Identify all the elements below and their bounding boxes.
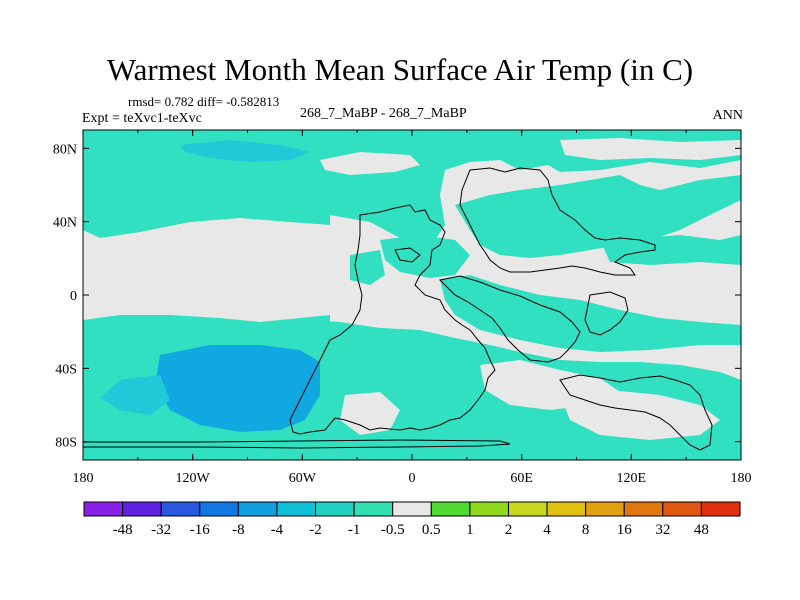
colorbar-labels: -48 -32 -16 -8 -4 -2 -1 -0.5 0.5 1 2 4 8 16 32 48 (113, 522, 709, 538)
lon-label: 120W (176, 471, 211, 486)
colorbar-label: 16 (617, 522, 633, 538)
colorbar-label: -4 (271, 522, 284, 538)
colorbar (83, 501, 741, 517)
lat-label: 80N (53, 142, 77, 157)
strong-anomaly-south-pacific (155, 345, 320, 432)
outline-island-north (394, 247, 421, 263)
colorbar-swatch (276, 501, 317, 517)
outline-eurasia (459, 167, 656, 276)
anomaly-pacific-south (83, 315, 330, 345)
rmsd-diff-stats: rmsd= 0.782 diff= -0.582813 (128, 94, 280, 109)
colorbar-label: 1 (466, 522, 474, 538)
strong-anomaly-north (180, 140, 310, 162)
lon-label: 180 (731, 471, 752, 486)
colorbar-label: -16 (190, 522, 210, 538)
anomaly-east-tropics (350, 250, 385, 285)
colorbar-label: 32 (655, 522, 670, 538)
colorbar-swatch (199, 501, 239, 517)
center-label: 268_7_MaBP - 268_7_MaBP (300, 106, 467, 121)
lat-label: 80S (55, 436, 77, 451)
lon-label: 180 (73, 471, 94, 486)
colorbar-swatch (353, 501, 394, 517)
lon-label: 60E (510, 471, 533, 486)
neutral-arctic (320, 152, 420, 175)
outline-america (289, 204, 496, 435)
colorbar-swatch (623, 501, 664, 517)
colorbar-swatch (546, 501, 587, 517)
anomaly-asia (600, 235, 741, 265)
colorbar-label: 48 (694, 522, 709, 538)
colorbar-swatch (83, 501, 124, 517)
latitude-labels: 80N 40N 0 40S 80S (53, 142, 77, 450)
colorbar-swatch (392, 501, 432, 517)
longitude-labels: 180 120W 60W 0 60E 120E 180 (73, 471, 752, 486)
lat-label: 40S (55, 362, 77, 377)
colorbar-swatch (507, 501, 548, 517)
outline-southeast-asia (584, 291, 629, 336)
neutral-australia (560, 390, 720, 440)
colorbar-swatch (469, 501, 509, 517)
colorbar-label: 8 (582, 522, 590, 538)
colorbar-swatch (122, 501, 162, 517)
lat-label: 0 (70, 289, 77, 304)
colorbar-label: -8 (232, 522, 245, 538)
neutral-west-pacific (83, 232, 340, 305)
colorbar-swatch (662, 501, 702, 517)
strong-anomaly-fields (100, 140, 320, 432)
colorbar-swatch (237, 501, 278, 517)
neutral-south-atlantic (340, 392, 400, 435)
map-plot: 180 120W 60W 0 60E 120E 180 80N 40N 0 40S 80S (53, 129, 752, 486)
colorbar-swatch (700, 501, 741, 517)
colorbar-label: -48 (113, 522, 133, 538)
lon-label: 60W (289, 471, 317, 486)
anomaly-atlantic (380, 235, 470, 278)
lat-label: 40N (53, 216, 77, 231)
colorbar-swatch (160, 501, 201, 517)
outline-africa (438, 275, 581, 363)
colorbar-swatch (315, 501, 355, 517)
colorbar-swatch (430, 501, 471, 517)
colorbar-label: 0.5 (422, 522, 441, 538)
colorbar-label: -2 (309, 522, 322, 538)
outline-antarctica (83, 439, 511, 449)
colorbar-label: -1 (348, 522, 361, 538)
anomaly-north-band-lower (83, 175, 330, 238)
colorbar-label: 2 (505, 522, 513, 538)
axis-ticks (82, 130, 742, 460)
continent-outlines (83, 167, 713, 451)
strong-anomaly-south-america (100, 375, 170, 415)
outline-australia (559, 374, 713, 451)
map-title: Warmest Month Mean Surface Air Temp (in … (106, 52, 694, 87)
period-label: ANN (712, 108, 743, 123)
colorbar-label: 4 (543, 522, 551, 538)
neutral-east-arctic (560, 138, 741, 160)
lon-label: 120E (617, 471, 647, 486)
experiment-label: Expt = teXvc1-teXvc (82, 111, 202, 126)
neutral-regions (83, 138, 741, 440)
anomaly-europe (455, 175, 741, 258)
colorbar-label: -32 (151, 522, 171, 538)
lon-label: 0 (409, 471, 416, 486)
colorbar-swatch (585, 501, 625, 517)
colorbar-label: -0.5 (381, 522, 405, 538)
